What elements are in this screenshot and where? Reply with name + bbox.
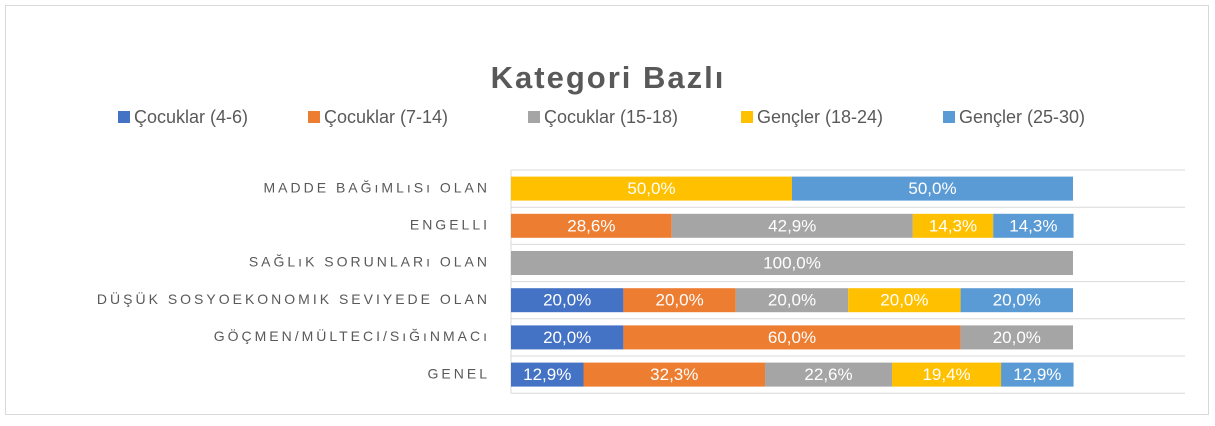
data-label: 20,0% [543, 291, 591, 310]
legend-swatch [943, 111, 955, 123]
data-label: 12,9% [523, 365, 571, 384]
legend-swatch [528, 111, 540, 123]
bar-segment [892, 362, 1002, 387]
bar-segment [671, 213, 913, 238]
legend-swatch [741, 111, 753, 123]
data-label: 32,3% [650, 365, 698, 384]
bar-segment [960, 325, 1073, 350]
data-label: 14,3% [1009, 216, 1057, 235]
data-label: 14,3% [929, 216, 977, 235]
data-label: 100,0% [763, 253, 821, 272]
bar-segment [511, 288, 624, 313]
legend-label: Çocuklar (4-6) [134, 107, 248, 127]
chart-title: Kategori Bazlı [491, 60, 726, 95]
legend-swatch [308, 111, 320, 123]
legend-label: Gençler (25-30) [959, 107, 1085, 127]
data-label: 20,0% [993, 291, 1041, 310]
bar-segment [792, 176, 1073, 201]
data-label: 50,0% [908, 179, 956, 198]
y-tick-label: SAĞLıK SORUNLARı OLAN [249, 254, 490, 270]
bar-segment [511, 176, 792, 201]
bar-segment [848, 288, 961, 313]
legend-label: Gençler (18-24) [757, 107, 883, 127]
y-tick-label: MADDE BAĞıMLıSı OLAN [264, 179, 490, 195]
data-label: 22,6% [804, 365, 852, 384]
bar-segment [623, 325, 961, 350]
bar-segment [912, 213, 994, 238]
data-label: 50,0% [627, 179, 675, 198]
bar-segment [511, 362, 584, 387]
y-tick-label: GENEL [428, 365, 490, 381]
data-label: 20,0% [543, 328, 591, 347]
legend-label: Çocuklar (7-14) [324, 107, 448, 127]
bar-segment [511, 213, 672, 238]
data-label: 42,9% [768, 216, 816, 235]
bar-segment [583, 362, 766, 387]
bar-segment [623, 288, 736, 313]
bar-segment [993, 213, 1074, 238]
data-label: 20,0% [655, 291, 703, 310]
data-label: 60,0% [768, 328, 816, 347]
bar-segment [735, 288, 849, 313]
data-label: 12,9% [1013, 365, 1061, 384]
bar-segment [511, 251, 1073, 275]
y-tick-label: DÜŞÜK SOSYOEKONOMIK SEVIYEDE OLAN [97, 290, 490, 307]
legend-label: Çocuklar (15-18) [544, 107, 678, 127]
bar-segment [1001, 362, 1074, 387]
bar-segment [511, 325, 624, 350]
bar-segment [765, 362, 893, 387]
data-label: 20,0% [993, 328, 1041, 347]
data-label: 20,0% [768, 291, 816, 310]
data-label: 19,4% [922, 365, 970, 384]
legend-swatch [118, 111, 130, 123]
bar-segment [960, 288, 1073, 313]
y-tick-label: GÖÇMEN/MÜLTECI/SıĞıNMACı [214, 327, 490, 344]
data-label: 20,0% [880, 291, 928, 310]
y-tick-label: ENGELLI [410, 217, 490, 233]
data-label: 28,6% [567, 216, 615, 235]
